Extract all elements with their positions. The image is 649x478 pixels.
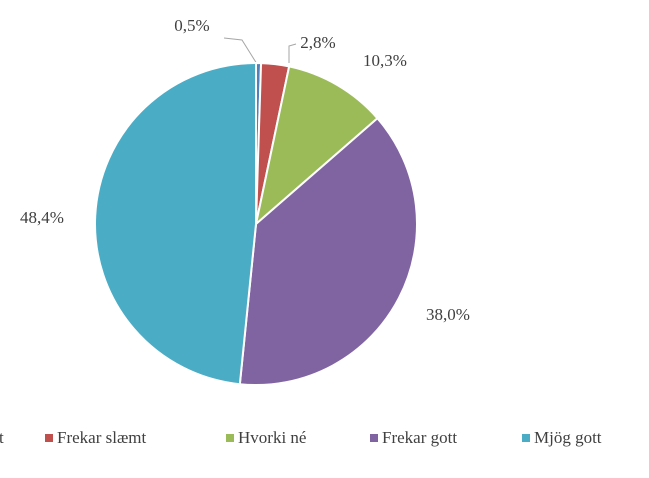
legend-label: Hvorki né [238,428,306,447]
legend-label: Frekar gott [382,428,457,447]
legend-label: Frekar slæmt [57,428,147,447]
legend-label: Mjög gott [534,428,602,447]
data-label: 0,5% [174,16,209,35]
data-label: 2,8% [300,33,335,52]
legend-marker [370,434,378,442]
legend-marker [226,434,234,442]
data-label: 48,4% [20,208,64,227]
data-label: 10,3% [363,51,407,70]
pie-slice [254,65,379,227]
leader-line [288,43,297,63]
leader-line [223,37,258,65]
legend-marker [45,434,53,442]
legend-marker [522,434,530,442]
pie-slice [238,116,418,386]
data-label: 38,0% [426,305,470,324]
legend-label: Mjög slæmt [0,428,4,447]
pie-slice [94,61,257,386]
